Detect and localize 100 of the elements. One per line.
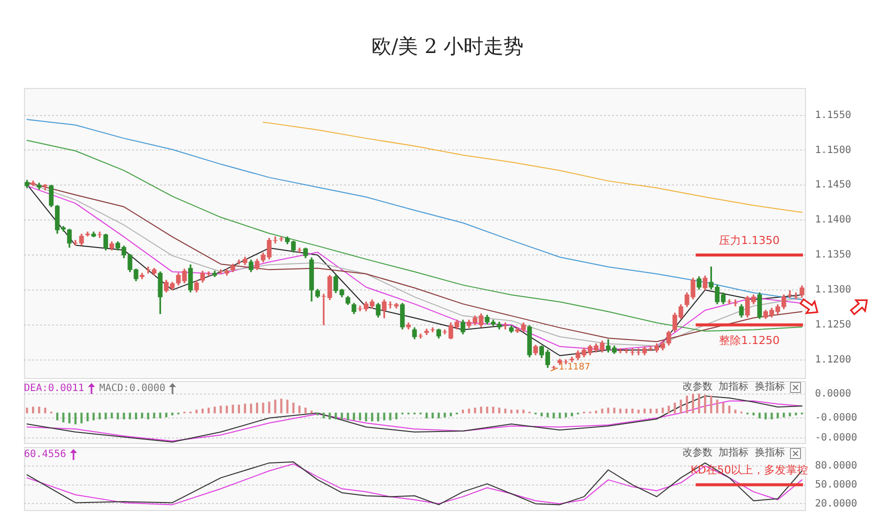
bar [722,402,724,414]
bar [432,412,434,418]
bar [202,408,204,414]
ref-line-label: 整除1.1250 [719,334,780,347]
bar [159,412,162,418]
bar [250,404,252,414]
bar [316,412,319,416]
bar [752,412,755,416]
annotation: DEA:0.0011 [24,383,84,394]
bar [686,396,688,414]
y-tick-label: -0.0000 [815,432,858,444]
bar [86,412,89,422]
bar [268,402,270,414]
bar [128,412,132,420]
bar [383,412,386,420]
bar [522,410,525,414]
bar [171,412,174,416]
bar [444,412,446,418]
bar [674,402,676,414]
bar [262,402,264,414]
y-tick-label: 1.1250 [815,319,852,330]
bar [140,412,144,418]
bar [226,406,228,414]
bar [238,404,240,414]
bar [244,404,246,414]
bar [26,408,28,414]
bar [256,402,258,414]
bar [426,412,428,418]
bar [637,410,640,414]
bar [116,412,119,420]
bar [468,408,470,414]
bar [334,412,337,420]
bar [450,412,452,416]
bar [32,406,34,414]
bar [438,412,440,418]
bar [498,408,500,414]
y-tick-label: 1.1350 [815,250,852,261]
bar [214,406,216,414]
bar [668,406,670,414]
y-tick-label: 1.1300 [815,284,852,296]
bar [764,412,767,420]
bar [504,408,506,414]
bar [613,408,616,414]
bar [619,408,622,414]
bar [540,412,543,416]
bar [346,412,349,420]
bar [340,412,343,420]
bar [134,412,138,420]
bar [631,408,634,414]
bar [322,412,325,418]
y-tick-label: 20.0000 [815,498,858,510]
bar [38,406,40,414]
bar [104,412,107,420]
y-tick-label: -0.0000 [815,412,858,424]
bar [328,412,331,420]
bar [110,412,113,418]
bar [546,412,549,418]
y-tick-label: 50.0000 [815,479,858,490]
bar [364,412,368,422]
bar [377,412,380,422]
bar [462,410,464,414]
chart-subtitle: 改参数 加指标 换指标 [682,446,785,459]
bar [625,408,628,414]
chart-subtitle: 改参数 加指标 换指标 [682,380,785,393]
bar [564,412,567,418]
bar [486,406,488,414]
bar [68,412,70,424]
bar [480,406,482,414]
y-tick-label: 0.0000 [815,388,852,400]
bar [698,394,700,414]
bar [395,412,398,420]
bar [92,412,95,420]
bar [662,408,664,414]
bar [552,412,555,418]
bar [776,412,779,418]
candlestick [418,334,423,338]
bar [601,408,604,414]
bar [492,406,494,414]
bar [352,412,356,420]
y-tick-label: 1.1500 [815,144,852,156]
bar [122,412,125,420]
bar [44,408,46,414]
bar [734,410,736,414]
bar [232,404,234,414]
candlestick [794,292,798,300]
chart-title: 欧/美 2 小时走势 [371,34,524,58]
bar [704,394,706,414]
bar [280,398,282,414]
bar [153,412,156,418]
annotation: 60.4556 [24,449,66,460]
bar [788,412,791,416]
bar [558,412,561,418]
bar [98,412,101,420]
bar [208,408,210,414]
y-tick-label: 1.1450 [815,180,852,191]
candlestick [278,236,284,242]
bar [389,412,392,420]
bar [770,412,773,420]
bar [56,412,58,420]
y-tick-label: 80.0000 [815,460,858,472]
